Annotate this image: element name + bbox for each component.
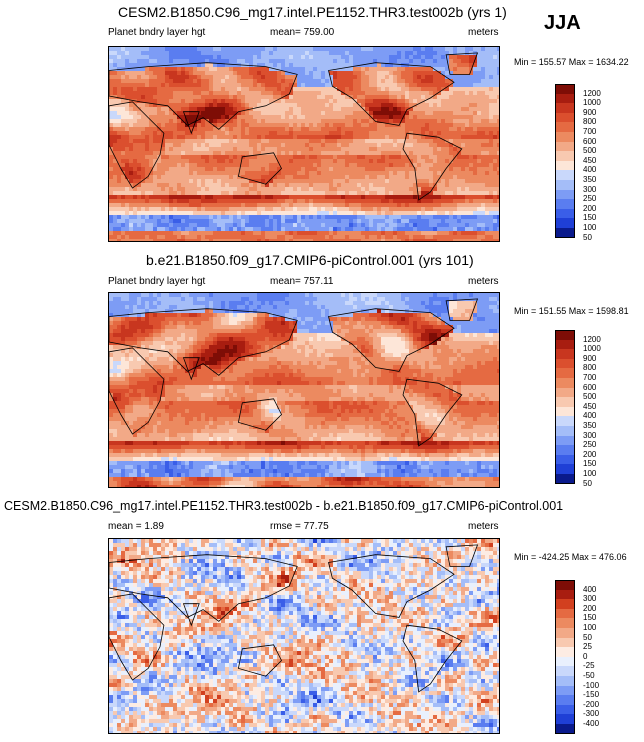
colorbar-tick-label: 400 [583, 411, 597, 421]
coastline [237, 152, 282, 185]
coastline [109, 554, 298, 622]
coastline [237, 398, 282, 431]
panel3-map [108, 538, 500, 734]
colorbar-tick-label: -200 [583, 699, 600, 709]
colorbar-tick-label: 500 [583, 146, 597, 156]
colorbar-tick-label: 900 [583, 353, 597, 363]
colorbar-tick-label: 50 [583, 232, 592, 242]
coastline [328, 554, 455, 618]
colorbar-tick-label: 300 [583, 184, 597, 194]
colorbar-tick-label: 100 [583, 623, 597, 632]
colorbar-tick-label: 700 [583, 127, 597, 136]
colorbar-tick-label: 450 [583, 401, 597, 411]
colorbar-tick-label: -100 [583, 680, 600, 690]
coastline [445, 298, 479, 321]
panel1-map [108, 46, 500, 242]
coastline [328, 308, 455, 372]
colorbar-tick-label: 150 [583, 459, 597, 469]
colorbar-tick-label: -25 [583, 661, 595, 671]
colorbar-tick-label: 1200 [583, 88, 601, 98]
colorbar-tick-label: 50 [583, 632, 592, 642]
colorbar-tick-label: -50 [583, 671, 595, 680]
coastline [109, 62, 298, 130]
panel2-variable: Planet bndry layer hgt [108, 276, 206, 287]
panel1-minmax: Min = 155.57 Max = 1634.22 [514, 57, 629, 67]
colorbar-tick-label: 350 [583, 421, 597, 430]
colorbar-tick-label: 800 [583, 363, 597, 373]
colorbar-tick-label: 400 [583, 584, 597, 594]
coastline [445, 52, 479, 75]
panel2-mean: mean= 757.11 [270, 276, 334, 287]
colorbar-tick-label: -150 [583, 690, 600, 700]
colorbar-tick-label: 500 [583, 392, 597, 402]
panel1-mean: mean= 759.00 [270, 27, 335, 38]
colorbar-tick-label: 100 [583, 223, 597, 232]
colorbar-tick-label: 400 [583, 165, 597, 175]
colorbar-tick-label: -300 [583, 709, 600, 719]
colorbar-tick-label: 100 [583, 469, 597, 478]
colorbar-tick-label: 200 [583, 449, 597, 459]
colorbar-tick-label: -400 [583, 719, 600, 728]
colorbar-tick-label: 25 [583, 642, 592, 652]
panel3-rmse: rmse = 77.75 [270, 521, 329, 532]
coastline [109, 308, 298, 376]
coastline [109, 101, 165, 189]
coastline [109, 593, 165, 681]
colorbar-tick-label: 250 [583, 194, 597, 204]
colorbar-tick-label: 450 [583, 155, 597, 165]
colorbar-tick-label: 700 [583, 373, 597, 382]
panel3-mean: mean = 1.89 [108, 521, 164, 532]
colorbar-tick-label: 900 [583, 107, 597, 117]
colorbar-tick-label: 150 [583, 613, 597, 623]
colorbar-tick-label: 300 [583, 430, 597, 440]
colorbar-tick-label: 350 [583, 175, 597, 184]
panel3-units: meters [468, 521, 499, 532]
colorbar-tick-label: 1000 [583, 344, 601, 354]
colorbar-tick-label: 200 [583, 203, 597, 213]
coastline [328, 62, 455, 126]
panel2-map [108, 292, 500, 488]
panel3-minmax: Min = -424.25 Max = 476.06 [514, 552, 627, 562]
colorbar-tick-label: 200 [583, 603, 597, 613]
coastline [182, 111, 200, 135]
colorbar-tick-label: 600 [583, 382, 597, 392]
colorbar-frame [555, 84, 575, 238]
coastline [109, 347, 165, 435]
coastline [182, 357, 200, 381]
panel1-variable: Planet bndry layer hgt [108, 27, 206, 38]
panel1-title: CESM2.B1850.C96_mg17.intel.PE1152.THR3.t… [118, 4, 507, 20]
coastline [237, 644, 282, 677]
colorbar-tick-label: 1000 [583, 98, 601, 108]
coastline [182, 603, 200, 627]
panel2-units: meters [468, 276, 499, 287]
colorbar-tick-label: 150 [583, 213, 597, 223]
colorbar-tick-label: 250 [583, 440, 597, 450]
colorbar-frame [555, 580, 575, 734]
colorbar-tick-label: 0 [583, 651, 588, 661]
coastline [402, 378, 463, 447]
colorbar-tick-label: 300 [583, 594, 597, 604]
panel1-units: meters [468, 27, 499, 38]
panel2-title: b.e21.B1850.f09_g17.CMIP6-piControl.001 … [146, 252, 474, 268]
coastline [402, 132, 463, 201]
colorbar-tick-label: 600 [583, 136, 597, 146]
coastline [402, 624, 463, 693]
coastline [445, 544, 479, 567]
colorbar-tick-label: 1200 [583, 334, 601, 344]
panel3-title: CESM2.B1850.C96_mg17.intel.PE1152.THR3.t… [4, 499, 564, 513]
colorbar-tick-label: 800 [583, 117, 597, 127]
colorbar-tick-label: 50 [583, 478, 592, 488]
panel2-minmax: Min = 151.55 Max = 1598.81 [514, 306, 629, 316]
colorbar-frame [555, 330, 575, 484]
season-label: JJA [544, 12, 581, 34]
